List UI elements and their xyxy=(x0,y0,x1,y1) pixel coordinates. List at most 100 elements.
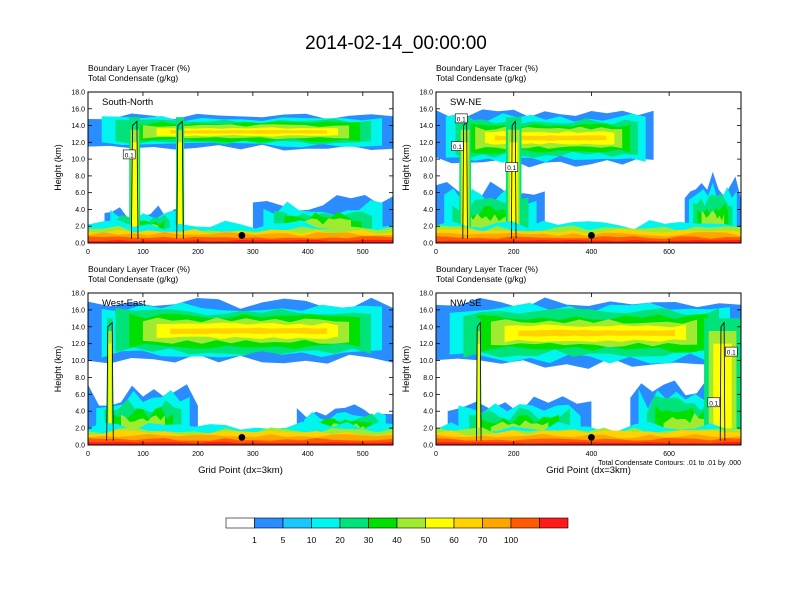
y-tick-label: 0.0 xyxy=(423,443,433,450)
panel-west-east: 0.0 2.0 4.0 6.0 8.0 10.0 12.0 14.0 16.0 18.0 0 100 2… xyxy=(53,264,394,476)
colorbar-label: 20 xyxy=(335,535,345,545)
colorbar-label: 10 xyxy=(307,535,317,545)
y-tick-label: 2.0 xyxy=(423,426,433,433)
x-tick-label: 200 xyxy=(192,451,204,458)
y-tick-label: 2.0 xyxy=(75,224,85,231)
convective-tower xyxy=(509,142,518,239)
colorbar-swatch xyxy=(225,517,255,529)
y-axis-label: Height (km) xyxy=(401,346,411,393)
tracer-field xyxy=(436,92,741,243)
contour-label-box xyxy=(454,113,468,124)
convective-tower xyxy=(131,142,138,239)
x-tick-label: 400 xyxy=(586,451,598,458)
panel-header-tracer: Boundary Layer Tracer (%) xyxy=(436,63,538,73)
panel-header-condensate: Total Condensate (g/kg) xyxy=(88,274,178,284)
panel-sw-ne: 0.1 0.1 0.1 0.0 2.0 4.0 6.0 8.0 10.0 12.0 14.0 16.0… xyxy=(401,63,742,256)
y-tick-label: 10.0 xyxy=(71,358,85,365)
colorbar-swatch xyxy=(282,517,312,529)
anvil-layer xyxy=(170,327,328,335)
condensate-contour xyxy=(176,120,184,239)
y-tick-label: 12.0 xyxy=(419,140,433,147)
anvil-layer xyxy=(170,130,328,134)
y-tick-label: 8.0 xyxy=(423,375,433,382)
convective-tower xyxy=(108,343,112,441)
colorbar: 1 5 10 20 30 40 50 60 70 100 xyxy=(225,517,569,545)
plot-frame xyxy=(435,91,742,244)
colorbar-swatch xyxy=(368,517,398,529)
panel-header-tracer: Boundary Layer Tracer (%) xyxy=(436,264,538,274)
y-tick-label: 16.0 xyxy=(71,307,85,314)
contour-label-box xyxy=(707,397,721,408)
location-marker xyxy=(238,434,246,441)
y-tick-label: 6.0 xyxy=(75,392,85,399)
x-axis-label: Grid Point (dx=3km) xyxy=(198,465,283,476)
figure-title: 2014-02-14_00:00:00 xyxy=(305,33,487,54)
tracer-field xyxy=(436,293,741,445)
x-tick-label: 200 xyxy=(508,451,520,458)
y-tick-label: 12.0 xyxy=(419,341,433,348)
x-tick-label: 400 xyxy=(302,451,314,458)
y-tick-label: 8.0 xyxy=(75,173,85,180)
y-axis-label: Height (km) xyxy=(53,346,63,393)
colorbar-swatch xyxy=(339,517,369,529)
contour-label: 0.1 xyxy=(727,350,736,357)
location-marker xyxy=(588,434,595,441)
y-tick-label: 4.0 xyxy=(75,409,85,416)
colorbar-swatch xyxy=(539,517,569,529)
colorbar-swatch xyxy=(510,517,540,529)
boundary-layer xyxy=(436,240,741,243)
contour-label-box xyxy=(724,346,738,357)
panel-header-condensate: Total Condensate (g/kg) xyxy=(88,73,178,83)
condensate-contour xyxy=(462,120,468,239)
y-tick-label: 8.0 xyxy=(75,375,85,382)
y-tick-label: 6.0 xyxy=(75,190,85,197)
x-tick-label: 200 xyxy=(192,249,204,256)
contour-label: 0.1 xyxy=(709,400,718,407)
tracer-field xyxy=(88,293,393,445)
plot-frame xyxy=(87,292,394,446)
contour-label: 0.1 xyxy=(507,165,516,172)
panel-header-condensate: Total Condensate (g/kg) xyxy=(436,274,526,284)
colorbar-label: 50 xyxy=(421,535,431,545)
panel-nw-se: 0.1 0.1 0.0 2.0 4.0 6.0 8.0 10.0 12.0 14.0 16.0 18.… xyxy=(401,264,742,476)
anvil-layer xyxy=(494,135,607,141)
x-tick-label: 500 xyxy=(357,451,369,458)
x-tick-label: 100 xyxy=(137,451,149,458)
x-tick-label: 400 xyxy=(586,249,598,256)
y-tick-label: 14.0 xyxy=(71,324,85,331)
condensate-contour xyxy=(510,120,517,239)
colorbar-swatch xyxy=(311,517,341,529)
colorbar-label: 30 xyxy=(364,535,374,545)
panel-label: SW-NE xyxy=(450,97,482,108)
contour-label: 0.1 xyxy=(453,144,462,151)
colorbar-swatch xyxy=(254,517,284,529)
y-tick-label: 0.0 xyxy=(75,241,85,248)
condensate-contour xyxy=(719,321,726,441)
y-tick-label: 14.0 xyxy=(419,123,433,130)
colorbar-label: 5 xyxy=(281,535,286,545)
contour-label: 0.1 xyxy=(457,116,466,123)
condensate-contour xyxy=(476,321,482,441)
x-tick-label: 0 xyxy=(86,451,90,458)
x-tick-label: 300 xyxy=(247,249,259,256)
x-tick-label: 0 xyxy=(434,249,438,256)
boundary-layer xyxy=(436,442,741,445)
y-tick-label: 0.0 xyxy=(75,443,85,450)
condensate-contour xyxy=(106,321,114,441)
y-tick-label: 12.0 xyxy=(71,341,85,348)
plot-frame xyxy=(87,91,394,244)
x-tick-label: 200 xyxy=(508,249,520,256)
x-tick-label: 0 xyxy=(86,249,90,256)
contour-footnote: Total Condensate Contours: .01 to .01 by… xyxy=(598,460,741,467)
y-tick-label: 14.0 xyxy=(419,324,433,331)
convective-tower xyxy=(177,142,183,239)
x-tick-label: 400 xyxy=(302,249,314,256)
colorbar-swatch xyxy=(453,517,483,529)
x-tick-label: 0 xyxy=(434,451,438,458)
y-tick-label: 12.0 xyxy=(71,140,85,147)
x-axis-label: Grid Point (dx=3km) xyxy=(546,465,631,476)
convective-tower xyxy=(713,343,732,441)
y-tick-label: 18.0 xyxy=(419,90,433,97)
panel-label: South-North xyxy=(102,97,153,108)
